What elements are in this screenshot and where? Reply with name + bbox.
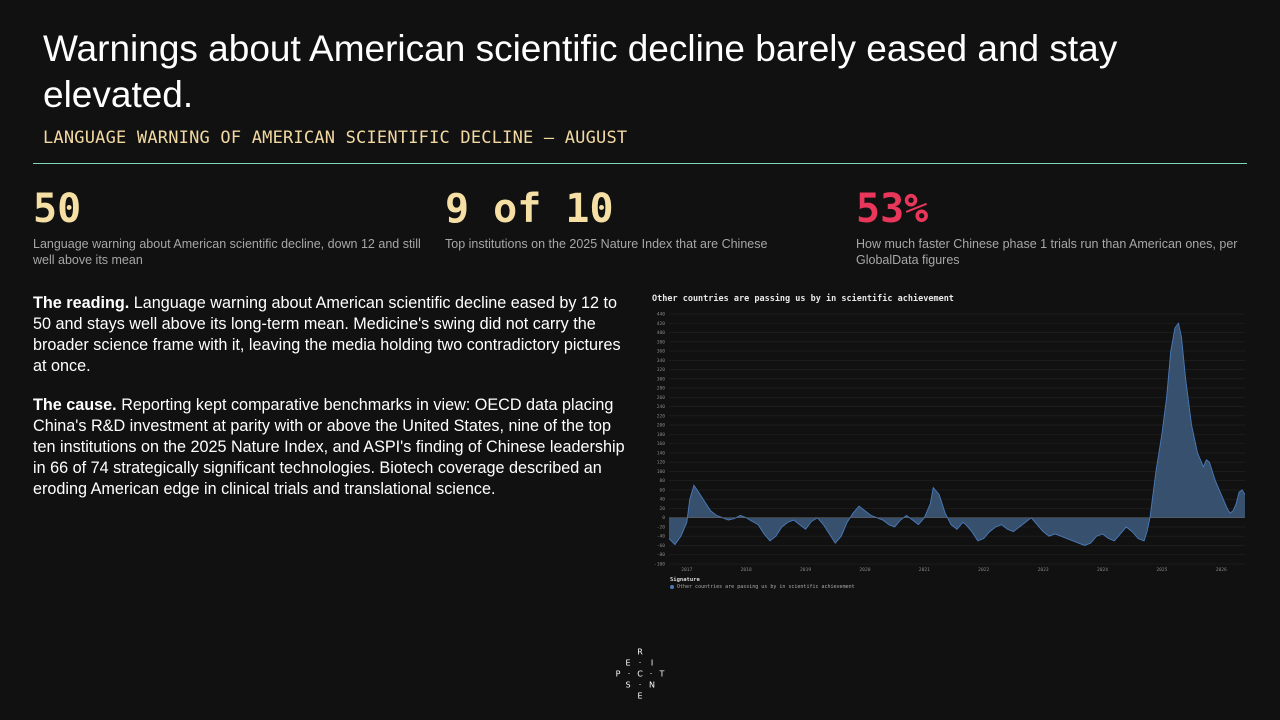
legend-swatch <box>670 585 674 589</box>
page-subtitle: LANGUAGE WARNING OF AMERICAN SCIENTIFIC … <box>43 128 628 148</box>
reading-paragraph: The reading. Language warning about Amer… <box>33 293 628 377</box>
y-tick-label: 240 <box>657 404 666 410</box>
y-tick-label: 340 <box>657 358 666 364</box>
x-tick-label: 2023 <box>1038 567 1049 573</box>
y-tick-label: 420 <box>657 321 666 327</box>
x-tick-label: 2021 <box>919 567 930 573</box>
y-tick-label: 200 <box>657 423 666 429</box>
y-tick-label: 40 <box>659 497 665 503</box>
body-text: The reading. Language warning about Amer… <box>33 293 628 518</box>
divider <box>33 163 1247 164</box>
cause-lead: The cause. <box>33 396 117 414</box>
stat-description: Language warning about American scientif… <box>33 237 421 267</box>
x-tick-label: 2019 <box>800 567 811 573</box>
stat-value: 53% <box>856 186 929 232</box>
y-tick-label: 140 <box>657 450 666 456</box>
x-tick-label: 2018 <box>741 567 752 573</box>
y-tick-label: 280 <box>657 386 666 392</box>
area-chart: -100 -80 -60 -40 -20 0 20 40 60 80 100 120 140 160 180… <box>654 312 1246 573</box>
y-tick-label: -80 <box>657 552 666 558</box>
y-tick-label: 20 <box>659 506 665 512</box>
y-tick-label: 380 <box>657 339 666 345</box>
y-tick-label: 0 <box>662 515 665 521</box>
y-tick-label: 160 <box>657 441 666 447</box>
logo: R E · I P · C · T S · N E <box>615 647 665 701</box>
cause-text: Reporting kept comparative benchmarks in… <box>33 396 625 498</box>
y-tick-label: -100 <box>654 562 665 568</box>
legend-label: Other countries are passing us by in sci… <box>677 584 855 590</box>
y-tick-label: 320 <box>657 367 666 373</box>
y-tick-label: -40 <box>657 534 666 540</box>
reading-text: Language warning about American scientif… <box>33 294 621 375</box>
stat-value: 50 <box>33 186 82 232</box>
cause-paragraph: The cause. Reporting kept comparative be… <box>33 395 628 500</box>
series-line <box>668 322 1246 546</box>
y-tick-label: 360 <box>657 349 666 355</box>
y-tick-label: 100 <box>657 469 666 475</box>
y-tick-label: -20 <box>657 524 666 530</box>
legend-item: Other countries are passing us by in sci… <box>670 584 855 590</box>
y-tick-label: 400 <box>657 330 666 336</box>
reading-lead: The reading. <box>33 294 130 312</box>
legend-title: Signature <box>670 577 700 583</box>
chart-title: Other countries are passing us by in sci… <box>652 294 954 304</box>
y-tick-label: 180 <box>657 432 666 438</box>
y-tick-label: 260 <box>657 395 666 401</box>
x-tick-label: 2020 <box>859 567 870 573</box>
y-tick-label: 300 <box>657 376 666 382</box>
stat-card-trials: 53% How much faster Chinese phase 1 tria… <box>856 186 1251 268</box>
x-tick-label: 2025 <box>1156 567 1167 573</box>
stat-description: How much faster Chinese phase 1 trials r… <box>856 237 1238 267</box>
x-tick-label: 2024 <box>1097 567 1108 573</box>
stat-card-score: 50 Language warning about American scien… <box>33 186 428 268</box>
page-title: Warnings about American scientific decli… <box>43 28 1118 115</box>
stat-card-nature-index: 9 of 10 Top institutions on the 2025 Nat… <box>445 186 840 252</box>
y-tick-label: -60 <box>657 543 666 549</box>
stat-description: Top institutions on the 2025 Nature Inde… <box>445 237 768 251</box>
x-tick-label: 2017 <box>681 567 692 573</box>
x-tick-label: 2026 <box>1216 567 1227 573</box>
y-tick-label: 220 <box>657 413 666 419</box>
x-tick-label: 2022 <box>978 567 989 573</box>
y-tick-label: 120 <box>657 460 666 466</box>
y-tick-label: 440 <box>657 312 666 318</box>
y-tick-label: 80 <box>659 478 665 484</box>
stat-value: 9 of 10 <box>445 186 614 232</box>
y-tick-label: 60 <box>659 487 665 493</box>
